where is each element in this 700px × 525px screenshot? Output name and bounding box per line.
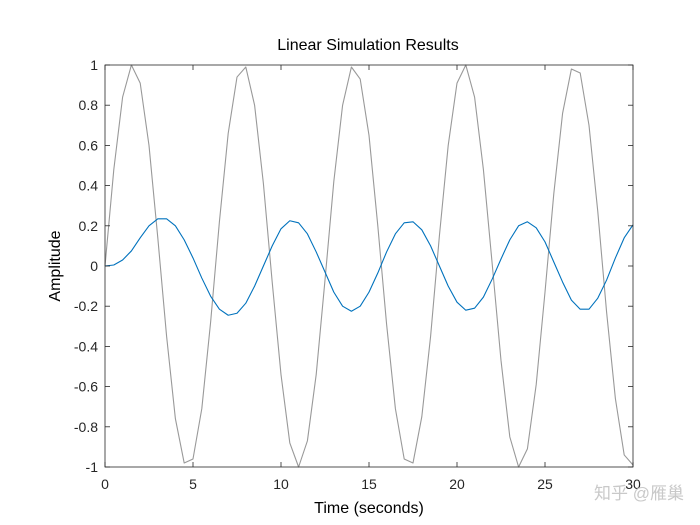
axis-layer: 0 5 10 15 20 25 30 -1 -0.8 -0.6 -0.4 -0.2 0 0.2 0.4 0.6… [74, 57, 641, 492]
x-tick-label: 10 [273, 476, 289, 492]
x-tick-label: 25 [537, 476, 553, 492]
y-axis-label: Amplitude [47, 230, 64, 301]
x-tick-label: 5 [189, 476, 197, 492]
plot-area [105, 65, 633, 467]
x-tick-label: 0 [101, 476, 109, 492]
y-tick-label: -0.4 [74, 338, 98, 354]
x-tick-label: 15 [361, 476, 377, 492]
series-line-input [104, 64, 634, 468]
y-tick-label: -0.6 [74, 379, 98, 395]
y-tick-label: 0.6 [79, 137, 99, 153]
y-tick-label: 1 [90, 57, 98, 73]
y-tick-label: -0.8 [74, 419, 98, 435]
series-line-response [104, 218, 634, 316]
y-tick-label: -0.2 [74, 298, 98, 314]
x-axis-label: Time (seconds) [314, 500, 424, 517]
watermark: 知乎 @雁巢 [594, 484, 684, 503]
x-tick-label: 20 [449, 476, 465, 492]
y-tick-label: 0 [90, 258, 98, 274]
series-layer [104, 64, 634, 468]
y-tick-label: 0.2 [79, 218, 99, 234]
chart-title: Linear Simulation Results [277, 37, 458, 54]
x-tick-label: 30 [625, 476, 641, 492]
y-tick-label: 0.4 [79, 178, 99, 194]
y-tick-label: 0.8 [79, 97, 99, 113]
y-tick-label: -1 [86, 459, 99, 475]
